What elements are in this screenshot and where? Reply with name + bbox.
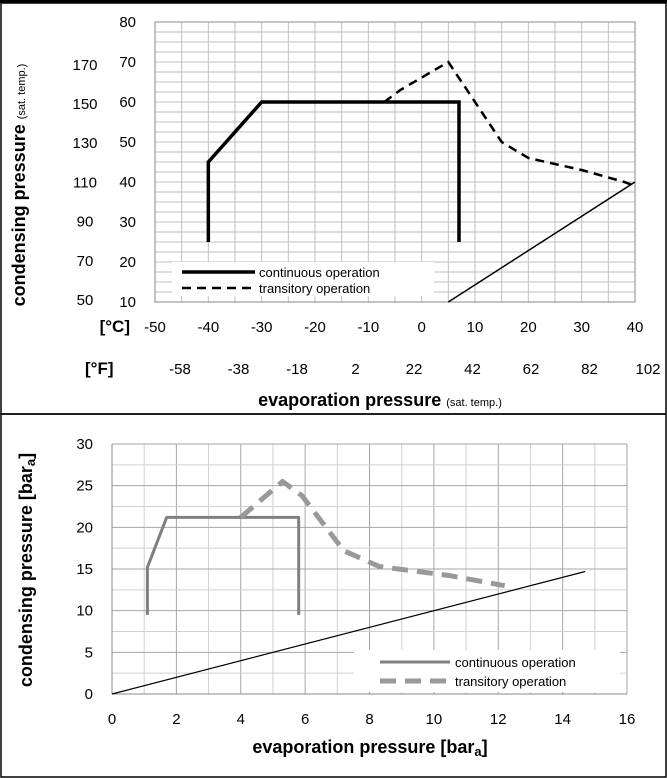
x-tick-label-c: -10 [357,319,379,336]
chart2-legend: continuous operation transitory operation [354,650,620,692]
reference-line [447,181,636,303]
x-tick-label: 0 [108,711,116,728]
x-tick-label-c: 20 [520,319,537,336]
y-tick-label: 10 [76,603,93,620]
x-tick-label: 2 [172,711,180,728]
y-tick-label-c: 50 [119,134,136,151]
continuous-operation-line [206,100,461,242]
x-tick-label: 14 [554,711,571,728]
reference-line [111,570,586,695]
x-tick-label-f: 62 [523,361,540,378]
legend-box [354,650,620,692]
y-tick-label-f: 130 [72,135,97,152]
x-tick-label-c: -20 [304,319,326,336]
y-tick-label-c: 20 [119,254,136,271]
y-tick-label-f: 110 [73,174,97,191]
y-tick-label-c: 60 [119,94,136,111]
x-tick-label-f: 2 [351,361,359,378]
header-rule [0,0,667,3]
y-tick-label-f: 90 [77,214,94,231]
y-tick-label-f: 50 [77,292,94,309]
bottom-panel-frame [0,413,667,778]
x-tick-label-c: 0 [417,319,425,336]
x-tick-label-c: 40 [627,319,644,336]
chart1-x-axis-title: evaporation pressure (sat. temp.) [258,390,502,410]
y-tick-label: 20 [76,519,93,536]
x-tick-label-f: 102 [635,361,660,378]
x-tick-label: 16 [619,711,636,728]
y-tick-label: 25 [76,478,93,495]
y-tick-label-f: 150 [72,96,97,113]
x-tick-label-f: -58 [169,361,191,378]
y-tick-label-c: 80 [119,14,136,31]
x-tick-label-c: -30 [251,319,273,336]
chart-pressure: 0 5 10 15 20 25 30 0 2 4 6 8 10 12 14 16 continuous oper… [76,436,635,728]
x-tick-label-f: 22 [406,361,423,378]
fahrenheit-unit-label: [°F] [85,359,114,378]
x-tick-label-f: -18 [286,361,308,378]
legend-label-transitory: transitory operation [259,281,370,296]
transitory-operation-line [239,479,506,589]
y-tick-label-c: 30 [119,214,136,231]
legend-label-continuous: continuous operation [455,655,576,670]
x-tick-label-f: -38 [228,361,250,378]
legend-label-transitory: transitory operation [455,674,566,689]
plot-area-border [154,21,636,303]
continuous-operation-line [145,515,301,615]
celsius-unit-label: [°C] [100,317,130,336]
y-tick-label: 0 [85,686,93,703]
x-tick-label-c: 10 [467,319,484,336]
x-tick-label: 8 [365,711,373,728]
y-tick-label: 15 [76,561,93,578]
chart1-y-axis-title: condensing pressure (sat. temp.) [9,64,29,307]
x-tick-label: 4 [237,711,245,728]
x-tick-label-c: -40 [197,319,219,336]
transitory-operation-line [383,60,636,188]
y-tick-label-c: 10 [119,294,136,311]
chart2-x-axis-title: evaporation pressure [bara] [252,737,487,759]
x-tick-label: 6 [301,711,309,728]
y-tick-label-c: 40 [119,174,136,191]
y-tick-label-f: 170 [72,57,97,74]
x-tick-label-c: 30 [573,319,590,336]
y-tick-label: 5 [85,644,93,661]
legend-label-continuous: continuous operation [259,265,380,280]
x-tick-label-c: -50 [144,319,166,336]
y-tick-label-f: 70 [77,253,94,270]
chart2-y-axis-title: condensing pressure [bara] [16,453,38,687]
x-tick-label: 12 [490,711,507,728]
y-tick-label-c: 70 [119,54,136,71]
y-tick-label: 30 [76,436,93,453]
x-tick-label: 10 [426,711,443,728]
x-tick-label-f: 42 [464,361,481,378]
top-panel-frame [0,2,667,415]
x-tick-label-f: 82 [581,361,598,378]
legend-box [172,262,434,296]
